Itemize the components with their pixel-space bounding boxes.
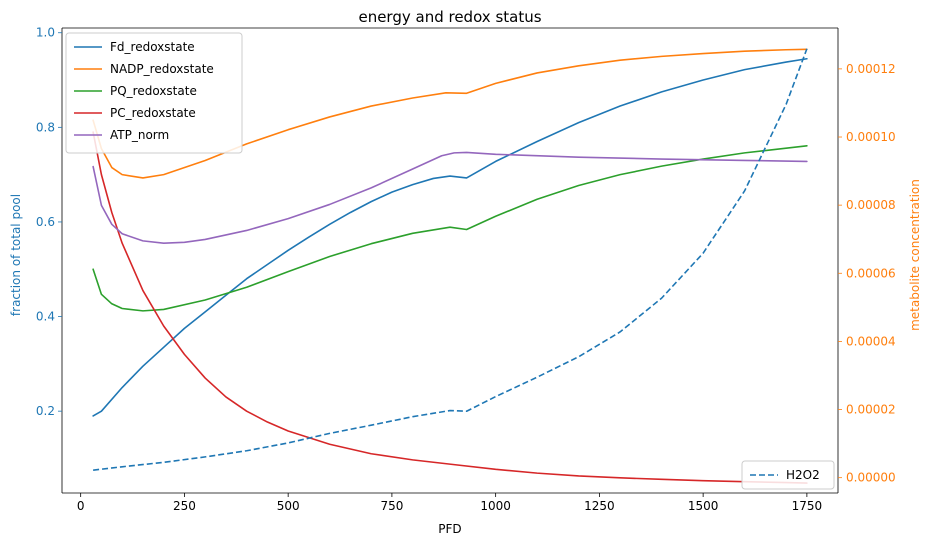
x-tick-label: 1000 xyxy=(480,499,511,513)
legend-entry-label: NADP_redoxstate xyxy=(110,62,214,76)
legend-right: H2O2 xyxy=(741,460,835,490)
y-right-tick-label: 0.00006 xyxy=(846,266,896,280)
x-tick-label: 250 xyxy=(173,499,196,513)
series-line-nadp-redoxstate xyxy=(92,48,808,179)
y-right-tick-label: 0.00010 xyxy=(846,130,896,144)
x-axis-label: PFD xyxy=(438,522,461,536)
plot-lines xyxy=(92,48,808,484)
y-right-tick-label: 0.00004 xyxy=(846,334,896,348)
legend-left: Fd_redoxstate NADP_redoxstate PQ_redoxstat… xyxy=(65,32,243,154)
x-tick-label: 750 xyxy=(380,499,403,513)
series-line-fd-redoxstate xyxy=(92,57,808,417)
x-tick-label: 0 xyxy=(77,499,85,513)
legend-entry-label: H2O2 xyxy=(786,468,820,482)
y-left-tick-label: 0.4 xyxy=(36,310,55,324)
x-tick-label: 1750 xyxy=(792,499,823,513)
y-right-tick-label: 0.00012 xyxy=(846,62,896,76)
legend-entry-label: ATP_norm xyxy=(110,128,169,142)
series-line-pc-redoxstate xyxy=(92,131,808,484)
axes xyxy=(61,27,839,494)
y-left-tick-label: 1.0 xyxy=(36,26,55,40)
legend-entry-label: PQ_redoxstate xyxy=(110,84,197,98)
legend-left-box xyxy=(65,32,243,154)
y-right-tick-label: 0.00002 xyxy=(846,403,896,417)
series-line-atp-norm xyxy=(92,151,808,245)
series-line-h2o2 xyxy=(93,48,808,471)
y-axis-left-label: fraction of total pool xyxy=(9,194,23,316)
y-right-tick-label: 0.00000 xyxy=(846,471,896,485)
x-tick-label: 1250 xyxy=(584,499,615,513)
y-left-tick-label: 0.8 xyxy=(36,120,55,134)
legend-entry-label: Fd_redoxstate xyxy=(110,40,195,54)
legend-right-box xyxy=(741,460,835,490)
x-tick-label: 500 xyxy=(277,499,300,513)
y-left-tick-label: 0.6 xyxy=(36,215,55,229)
y-right-tick-label: 0.00008 xyxy=(846,198,896,212)
y-left-tick-label: 0.2 xyxy=(36,404,55,418)
chart-title: energy and redox status xyxy=(358,8,541,26)
legend-entry-label: PC_redoxstate xyxy=(110,106,196,120)
ticks: 0 250 500 750 1000 1250 1500 1750 0.2 0.4 0.6 0.8 1.… xyxy=(36,26,896,513)
y-axis-right-label: metabolite concentration xyxy=(908,179,922,331)
x-tick-label: 1500 xyxy=(688,499,719,513)
series-line-pq-redoxstate xyxy=(92,144,808,312)
